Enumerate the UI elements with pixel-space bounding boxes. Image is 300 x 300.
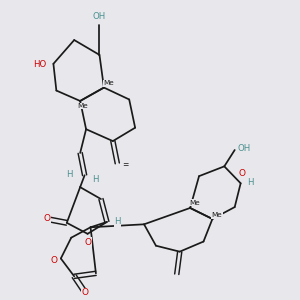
Text: H: H	[247, 178, 254, 187]
Text: OH: OH	[93, 12, 106, 21]
Text: Me: Me	[212, 212, 222, 218]
Text: H: H	[67, 170, 73, 179]
Text: O: O	[51, 256, 58, 265]
Text: O: O	[82, 288, 89, 297]
Text: OH: OH	[238, 144, 251, 153]
Text: Me: Me	[78, 103, 88, 109]
Text: =: =	[123, 160, 129, 169]
Text: O: O	[43, 214, 50, 224]
Text: Me: Me	[103, 80, 114, 86]
Text: O: O	[238, 169, 246, 178]
Text: Me: Me	[189, 200, 200, 206]
Text: HO: HO	[33, 60, 47, 69]
Text: H: H	[114, 218, 121, 226]
Text: H: H	[92, 175, 98, 184]
Text: O: O	[84, 238, 91, 247]
